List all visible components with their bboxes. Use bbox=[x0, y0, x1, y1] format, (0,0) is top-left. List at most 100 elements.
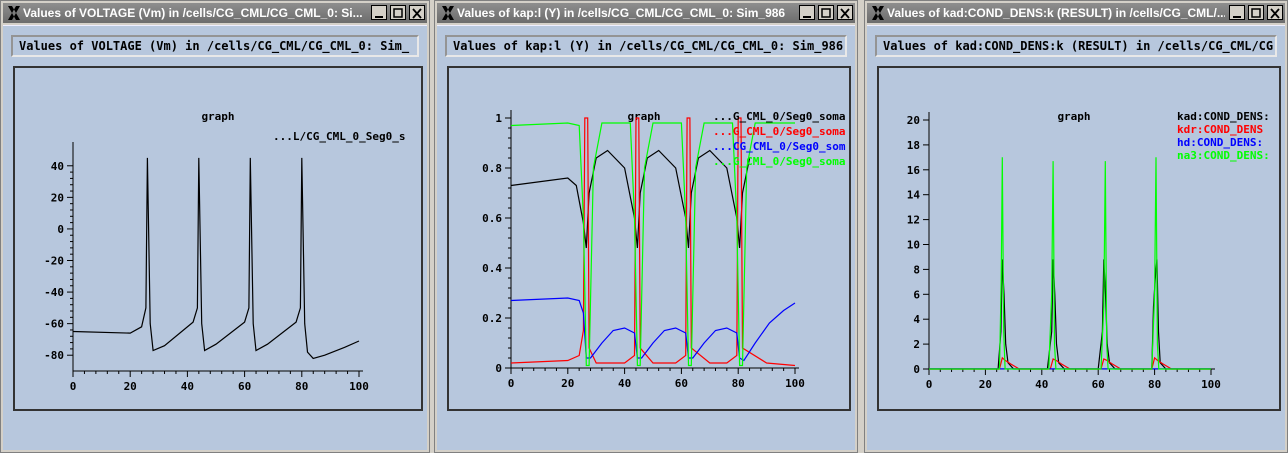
y-tick-label: 0 bbox=[913, 363, 920, 376]
legend-entry-0: ...L/CG_CML_0_Seg0_s bbox=[273, 130, 405, 143]
y-tick-label: 6 bbox=[913, 288, 920, 301]
graph-title: graph bbox=[201, 110, 234, 123]
minimize-icon bbox=[1233, 16, 1241, 18]
maximize-icon bbox=[1251, 8, 1261, 18]
y-tick-label: 40 bbox=[51, 160, 64, 173]
graph-title: graph bbox=[1057, 110, 1090, 123]
minimize-button[interactable] bbox=[371, 5, 387, 20]
minimize-icon bbox=[375, 16, 383, 18]
x-tick-label: 100 bbox=[785, 377, 805, 390]
x-logo-icon bbox=[872, 6, 884, 20]
x-logo-icon bbox=[442, 6, 454, 20]
y-tick-label: 0.8 bbox=[482, 162, 502, 175]
close-icon bbox=[840, 8, 850, 19]
minimize-button[interactable] bbox=[799, 5, 815, 20]
close-icon bbox=[1270, 8, 1280, 19]
x-tick-label: 80 bbox=[732, 377, 745, 390]
maximize-button[interactable] bbox=[1248, 5, 1264, 20]
x-tick-label: 40 bbox=[1035, 378, 1048, 391]
legend-entry-0: ...G_CML_0/Seg0_soma bbox=[713, 110, 845, 123]
close-button[interactable] bbox=[837, 5, 853, 20]
minimize-button[interactable] bbox=[1229, 5, 1245, 20]
y-tick-label: -20 bbox=[44, 255, 64, 268]
window-content: Values of kad:COND_DENS:k (RESULT) in /c… bbox=[867, 25, 1285, 450]
x-tick-label: 80 bbox=[295, 380, 308, 393]
y-tick-label: 4 bbox=[913, 313, 920, 326]
y-tick-label: 0.2 bbox=[482, 312, 502, 325]
plot-header-text: Values of kad:COND_DENS:k (RESULT) in /c… bbox=[883, 39, 1274, 53]
graph-panel: graph 0 20 40 60 80 100 1 0.8 0.6 0.4 0.2 0 ...G_CML… bbox=[447, 66, 851, 411]
maximize-icon bbox=[393, 8, 403, 18]
x-tick-label: 40 bbox=[181, 380, 194, 393]
maximize-button[interactable] bbox=[818, 5, 834, 20]
minimize-icon bbox=[803, 16, 811, 18]
window-title: Values of kap:l (Y) in /cells/CG_CML/CG_… bbox=[457, 6, 786, 20]
kap-window: Values of kap:l (Y) in /cells/CG_CML/CG_… bbox=[434, 0, 858, 453]
y-tick-label: 20 bbox=[51, 191, 64, 204]
y-tick-label: 0.4 bbox=[482, 262, 502, 275]
series-line-1 bbox=[929, 356, 1211, 370]
x-tick-label: 100 bbox=[349, 380, 369, 393]
x-tick-label: 100 bbox=[1201, 378, 1221, 391]
y-tick-label: 8 bbox=[913, 263, 920, 276]
x-tick-label: 20 bbox=[979, 378, 992, 391]
graph-panel: graph 0 20 40 60 80 100 20 18 16 14 12 10 8 6 4 2 0 kad:C… bbox=[877, 66, 1281, 411]
close-button[interactable] bbox=[409, 5, 425, 20]
plot-header-text: Values of kap:l (Y) in /cells/CG_CML/CG_… bbox=[453, 39, 844, 53]
title-bar[interactable]: Values of VOLTAGE (Vm) in /cells/CG_CML/… bbox=[3, 3, 427, 23]
x-tick-label: 60 bbox=[238, 380, 251, 393]
graph-title: graph bbox=[627, 110, 660, 123]
x-tick-label: 60 bbox=[675, 377, 688, 390]
y-tick-label: 16 bbox=[907, 164, 921, 177]
title-bar[interactable]: Values of kad:COND_DENS:k (RESULT) in /c… bbox=[867, 3, 1285, 23]
y-tick-label: -80 bbox=[44, 349, 64, 362]
y-tick-label: 12 bbox=[907, 214, 920, 227]
x-tick-label: 0 bbox=[70, 380, 77, 393]
close-icon bbox=[412, 8, 422, 19]
plot-header-text: Values of VOLTAGE (Vm) in /cells/CG_CML/… bbox=[19, 39, 410, 53]
y-tick-label: -60 bbox=[44, 318, 64, 331]
plot-canvas: graph 0 20 40 60 80 10020181614121086420kad:C… bbox=[907, 110, 1270, 391]
window-content: Values of VOLTAGE (Vm) in /cells/CG_CML/… bbox=[3, 25, 427, 450]
y-tick-label: 0 bbox=[495, 362, 502, 375]
y-tick-label: 2 bbox=[913, 338, 920, 351]
y-tick-label: 0.6 bbox=[482, 212, 502, 225]
x-tick-label: 20 bbox=[561, 377, 574, 390]
series-line-2 bbox=[510, 297, 796, 362]
plot-canvas: graph 0 20 40 60 80 100 40 20 0 -20 -40 -60 -80 ...L/… bbox=[44, 110, 405, 393]
x-tick-label: 40 bbox=[618, 377, 631, 390]
series-line-3 bbox=[929, 157, 1211, 370]
window-title: Values of kad:COND_DENS:k (RESULT) in /c… bbox=[887, 6, 1225, 20]
graph-panel: graph 0 20 40 60 80 100 40 20 0 -20 -40 -60 -80 ...L/… bbox=[13, 66, 423, 411]
x-logo-icon bbox=[8, 6, 20, 20]
y-tick-label: 1 bbox=[495, 112, 502, 125]
series-line-0 bbox=[929, 259, 1211, 370]
plot-header: Values of kad:COND_DENS:k (RESULT) in /c… bbox=[875, 35, 1277, 57]
y-tick-label: 0 bbox=[57, 223, 64, 236]
title-bar[interactable]: Values of kap:l (Y) in /cells/CG_CML/CG_… bbox=[437, 3, 855, 23]
plot-canvas: graph 0 20 40 60 80 100 1 0.8 0.6 0.4 0.2 0 ...G_CML… bbox=[482, 110, 846, 390]
legend-entry-2: ...CG_CML_0/Seg0_som bbox=[713, 140, 846, 153]
plot-header: Values of kap:l (Y) in /cells/CG_CML/CG_… bbox=[445, 35, 847, 57]
legend-entry-2: hd:COND_DENS: bbox=[1177, 136, 1263, 149]
maximize-icon bbox=[821, 8, 831, 18]
y-tick-label: -40 bbox=[44, 286, 64, 299]
kad-window: Values of kad:COND_DENS:k (RESULT) in /c… bbox=[864, 0, 1288, 453]
axes: 0 20 40 60 80 100 1 0.8 0.6 0.4 0.2 0 bbox=[482, 110, 805, 390]
series-line-1 bbox=[510, 117, 796, 367]
voltage-window: Values of VOLTAGE (Vm) in /cells/CG_CML/… bbox=[0, 0, 430, 453]
legend-entry-3: ...G_CML_0/Seg0_soma bbox=[713, 155, 845, 168]
series-line-0 bbox=[72, 157, 360, 360]
legend-entry-1: kdr:COND_DENS bbox=[1177, 123, 1263, 136]
x-tick-label: 20 bbox=[124, 380, 137, 393]
y-tick-label: 10 bbox=[907, 239, 920, 252]
x-tick-label: 80 bbox=[1148, 378, 1161, 391]
maximize-button[interactable] bbox=[390, 5, 406, 20]
close-button[interactable] bbox=[1267, 5, 1283, 20]
series-line-3 bbox=[510, 122, 795, 367]
axes: 0 20 40 60 80 100 40 20 0 -20 -40 -60 -80 bbox=[44, 142, 369, 393]
y-tick-label: 20 bbox=[907, 114, 920, 127]
window-content: Values of kap:l (Y) in /cells/CG_CML/CG_… bbox=[437, 25, 855, 450]
y-tick-label: 18 bbox=[907, 139, 920, 152]
